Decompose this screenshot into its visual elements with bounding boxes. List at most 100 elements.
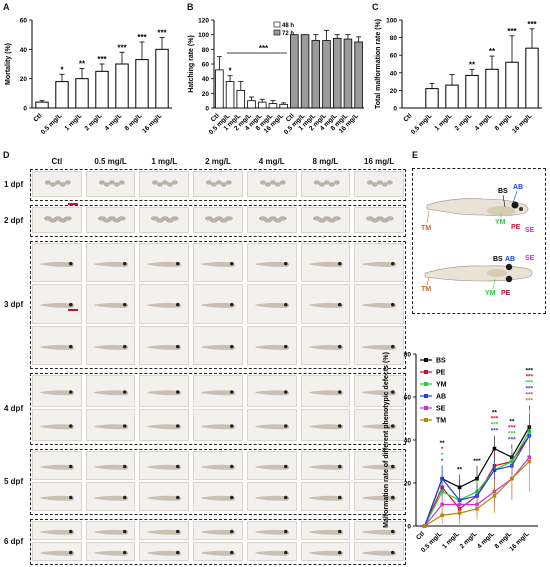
larva-sketch: [309, 261, 343, 267]
label-tm-top: TM: [421, 225, 431, 232]
larva-sketch: [94, 550, 128, 556]
larva-body: [94, 303, 128, 309]
chart-b-bar: [300, 34, 310, 109]
larva-eye: [230, 390, 234, 394]
panel-d-micrograph-cell: [193, 375, 243, 407]
larva-eye: [122, 303, 127, 307]
larva-sketch: [362, 550, 397, 556]
chart-b-significance: *: [229, 67, 233, 76]
larva-eye: [122, 550, 127, 555]
larva-body: [147, 550, 182, 556]
embryo: [49, 182, 56, 187]
embryo: [323, 180, 330, 185]
panel-d-micrograph-cell: [85, 542, 136, 561]
chart-c-total-malformation: 0 20 40 60 80 100 Total malformation rate (%) *…: [375, 18, 542, 136]
larva-body: [201, 261, 236, 267]
chart-f-y-tick-label: 60: [404, 395, 412, 402]
larva-sketch: [309, 529, 343, 535]
scale-bar: [68, 203, 78, 205]
panel-d-micrograph-cell: [246, 243, 297, 283]
chart-f-ylabel: Malformation rate of different phenotypi…: [383, 352, 390, 528]
larva-eye: [68, 424, 73, 428]
larva-eye: [283, 550, 288, 555]
panel-d-micrograph-cell: [354, 243, 404, 283]
larva-sketch: [259, 180, 286, 187]
chart-a-y-tick-label: 60: [20, 18, 28, 25]
larva-body: [147, 529, 182, 535]
chart-f-point: [492, 494, 497, 498]
chart-b-y-tick-label: 60: [202, 62, 210, 69]
larva-sketch: [255, 464, 290, 470]
chart-c-y-tick-label: 100: [386, 18, 397, 25]
larva-eye: [283, 464, 288, 469]
chart-f-legend-marker: [424, 370, 428, 374]
embryo: [117, 216, 126, 221]
larva-eye: [230, 495, 234, 500]
embryo: [220, 182, 227, 187]
panel-d-micrograph-cell: [85, 325, 136, 365]
panel-d-micrograph-cell: [354, 171, 404, 197]
chart-a-x-tick-label: 1 mg/L: [64, 112, 84, 132]
chart-a-bar: [115, 63, 129, 109]
larva-body: [40, 464, 75, 470]
larva-eye: [337, 495, 342, 500]
chart-c-x-tick-label: 0.5 mg/L: [410, 112, 434, 136]
chart-f-significance: ***: [491, 422, 499, 429]
chart-b-bar: [290, 34, 299, 109]
chart-f-point: [440, 513, 444, 518]
panel-d-micrograph-cell: [32, 243, 82, 283]
chart-c-x-tick-label: 4 mg/L: [474, 112, 494, 132]
chart-b-bar: [215, 69, 224, 109]
larva-sketch: [40, 344, 75, 350]
chart-f-x-tick-label: 2 mg/L: [459, 530, 479, 550]
larva-body: [147, 464, 182, 470]
scale-bar: [68, 309, 78, 311]
label-pe-bottom: PE: [501, 290, 511, 297]
panel-d-micrograph-cell: [32, 207, 82, 233]
chart-b-x-tick-label: Ctl: [285, 112, 296, 123]
larva-body: [147, 261, 182, 267]
panel-d-micrograph-cell: [85, 207, 136, 233]
larva-body: [309, 303, 343, 309]
panel-letter-a: A: [3, 2, 10, 12]
chart-f-significance: ***: [508, 430, 516, 437]
panel-d-micrograph-cell: [193, 325, 243, 365]
chart-f-legend-marker: [424, 382, 428, 386]
chart-a-bar: [135, 59, 149, 109]
larva-eye: [337, 424, 342, 428]
panel-d-column-header: 2 mg/L: [205, 157, 231, 166]
panel-d-micrograph-cell: [139, 542, 190, 561]
larva-sketch: [40, 390, 75, 396]
larva-body: [362, 464, 397, 470]
panel-d-micrograph-cell: [32, 284, 82, 324]
larva-eye: [122, 390, 127, 394]
panel-d-micrograph-cell: [193, 171, 243, 197]
larva-sketch: [309, 344, 343, 350]
chart-b-y-tick-label: 20: [202, 91, 210, 98]
embryo: [206, 180, 213, 185]
larva-sketch: [147, 390, 182, 396]
embryo: [152, 180, 159, 185]
larva-bottom: [424, 263, 533, 283]
chart-a-bar: [55, 81, 69, 109]
panel-d-micrograph-cell: [85, 451, 136, 480]
chart-a-significance: ***: [157, 29, 167, 38]
larva-sketch: [255, 529, 290, 535]
embryo: [98, 180, 105, 185]
embryo: [328, 182, 335, 187]
chart-f-significance: **: [509, 418, 515, 425]
larva-eye: [230, 550, 234, 555]
embryo: [387, 180, 394, 185]
larva-eye: [230, 529, 234, 534]
larva-body: [362, 529, 397, 535]
larva-sketch: [362, 261, 397, 267]
larva-body: [94, 390, 128, 396]
panel-d-micrograph-cell: [139, 284, 190, 324]
chart-c-x-tick-label: Ctl: [402, 112, 413, 123]
larva-sketch: [147, 344, 182, 350]
panel-d-micrograph-cell: [246, 451, 297, 480]
larva-body: [255, 303, 290, 309]
chart-c-y-tick-label: 0: [393, 106, 397, 113]
larva-eye: [122, 344, 127, 349]
label-ym-top: YM: [495, 219, 506, 226]
